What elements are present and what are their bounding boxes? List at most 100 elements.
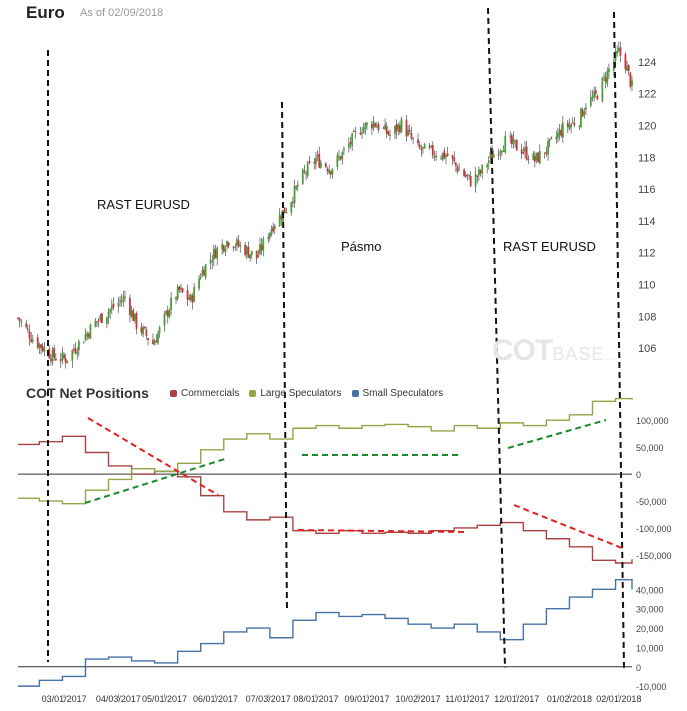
candle-body [226,241,228,247]
candle-body [573,123,575,125]
candle-body [361,133,363,134]
candle-body [88,334,90,337]
candle-body [480,170,482,173]
candle-body [443,151,445,159]
candle-body [221,244,223,249]
x-tick-label: 08/01/2017 [293,694,338,704]
legend-label-commercials: Commercials [181,388,239,399]
candle-body [169,311,171,318]
candle-body [175,297,177,299]
candle-body [129,298,131,315]
large-speculators-series-line [18,399,632,504]
candle-body [336,155,338,166]
candle-body [328,170,330,174]
candle-body [378,124,380,130]
candle-body [271,229,273,235]
candle-body [527,159,529,160]
price-y-tick-label: 114 [638,216,656,228]
candle-body [20,321,22,322]
candle-body [572,122,574,124]
candle-body [50,359,52,361]
price-y-tick-label: 116 [638,184,656,196]
candle-body [170,298,172,311]
candle-body [366,123,368,125]
candle-body [182,288,184,292]
x-tick-label: 10/02/2017 [395,694,440,704]
candle-body [620,47,622,55]
legend-item-small-speculators[interactable]: Small Speculators [352,388,444,399]
candle-body [422,147,424,148]
candle-body [493,154,495,157]
candle-body [210,259,212,263]
x-tick-label: 07/03/2017 [246,694,291,704]
candle-body [211,261,213,262]
candle-body [417,139,419,143]
candle-body [509,136,511,137]
candle-body [165,311,167,314]
cot-y-tick-label: -100,000 [636,524,672,534]
candle-body [213,249,215,260]
legend-item-commercials[interactable]: Commercials [170,388,239,399]
candle-body [43,347,45,351]
candle-body [432,145,434,155]
candle-body [435,156,437,157]
candle-body [468,175,470,176]
candle-body [511,135,513,144]
candle-body [536,153,538,160]
candle-body [412,138,414,139]
candle-body [134,314,136,321]
candle-body [440,158,442,159]
candle-body [325,164,327,168]
candle-body [315,158,317,164]
candle-body [341,152,343,159]
candle-body [42,346,44,351]
candle-body [122,296,124,301]
candle-body [629,72,631,86]
candle-body [478,169,480,175]
candle-body [409,130,411,131]
x-tick-label: 02/01/2018 [596,694,641,704]
price-y-tick-label: 120 [638,120,656,132]
candle-body [25,323,27,327]
x-tick-label: 05/01/2017 [142,694,187,704]
candle-body [488,160,490,163]
small-y-tick-label: -10,000 [636,682,667,692]
candle-body [177,287,179,299]
candle-body [317,155,319,157]
legend-swatch-commercials [170,390,177,397]
candle-body [302,170,304,184]
candle-body [557,133,559,138]
small-y-tick-label: 0 [636,663,641,673]
candle-body [145,329,147,336]
candle-body [463,170,465,176]
candle-body [396,124,398,132]
candle-body [290,202,292,212]
candle-body [631,80,633,86]
legend-label-large: Large Speculators [260,388,341,399]
candle-body [292,202,294,203]
candle-body [466,175,468,176]
candle-body [470,176,472,186]
x-tick-label: 03/01/2017 [42,694,87,704]
x-tick-label: 11/01/2017 [445,694,489,704]
legend-item-large-speculators[interactable]: Large Speculators [249,388,341,399]
candle-body [248,247,250,258]
candle-body [239,245,241,247]
candle-body [38,344,40,349]
price-y-tick-label: 122 [638,89,656,101]
candle-body [157,333,159,343]
candle-body [376,126,378,127]
candle-body [71,350,73,361]
candle-body [152,340,154,344]
candle-body [330,171,332,174]
candle-body [225,249,227,252]
candle-body [442,153,444,160]
candle-body [249,254,251,258]
small-y-tick-label: 30,000 [636,605,664,615]
candle-body [251,251,253,255]
candle-body [155,340,157,342]
candle-body [274,226,276,229]
candle-body [307,163,309,176]
candle-body [96,321,98,322]
price-y-tick-label: 112 [638,248,656,260]
